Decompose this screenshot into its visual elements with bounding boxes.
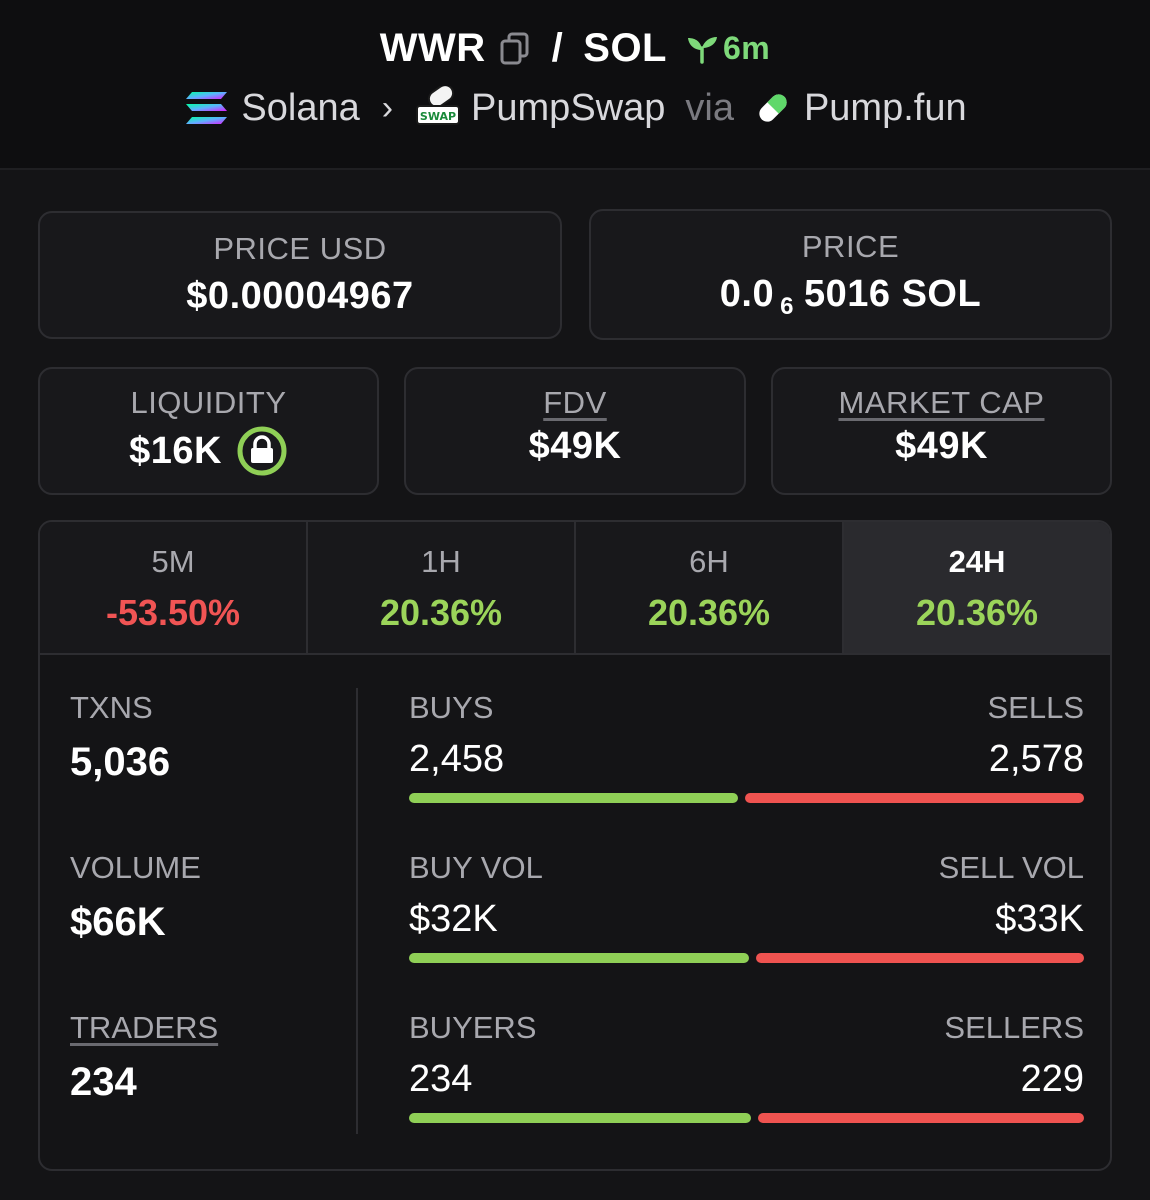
buys-sells-bar xyxy=(409,793,1084,803)
sell-bar xyxy=(757,1113,1084,1123)
token-symbol: WWR xyxy=(379,26,486,70)
sellers-value: 229 xyxy=(1020,1058,1084,1100)
market-cap-card[interactable]: MARKET CAP $49K xyxy=(771,367,1112,495)
fdv-label[interactable]: FDV xyxy=(543,385,607,420)
column-divider xyxy=(356,688,358,1134)
solana-logo xyxy=(186,92,228,124)
fdv-card[interactable]: FDV $49K xyxy=(404,367,746,495)
tab-change: 20.36% xyxy=(647,592,771,633)
tab-24h[interactable]: 24H 20.36% xyxy=(844,522,1110,653)
buys-label: BUYS xyxy=(409,690,494,725)
sells-value: 2,578 xyxy=(988,738,1084,780)
sell-vol-label: SELL VOL xyxy=(938,850,1084,885)
pair-values: 2,458 2,578 xyxy=(409,726,1084,781)
pair-header: WWR / SOL 6m xyxy=(0,0,1150,170)
volume-label: VOLUME xyxy=(70,850,201,885)
lock-icon[interactable] xyxy=(236,425,288,477)
sell-vol-value: $33K xyxy=(995,898,1084,940)
pumpswap-logo: SWAP xyxy=(416,86,461,125)
txns-stat: TXNS 5,036 xyxy=(70,690,330,850)
sells-label: SELLS xyxy=(987,690,1084,725)
txns-value: 5,036 xyxy=(70,740,171,784)
chevron-right-icon: › xyxy=(381,88,394,127)
pair-age-value: 6m xyxy=(723,30,771,66)
buy-bar xyxy=(409,953,750,963)
sell-bar xyxy=(756,953,1084,963)
buys-value: 2,458 xyxy=(409,738,505,780)
volume-bar xyxy=(409,953,1084,963)
pair-labels: BUYS SELLS xyxy=(409,690,1084,726)
tab-label: 1H xyxy=(421,544,461,579)
price-native-zero-count: 6 xyxy=(780,293,794,320)
fdv-value: $49K xyxy=(528,425,622,467)
sellers-label: SELLERS xyxy=(944,1010,1084,1045)
price-usd-card: PRICE USD $0.00004967 xyxy=(38,211,562,339)
tab-change: 20.36% xyxy=(379,592,503,633)
pair-title: WWR / SOL 6m xyxy=(0,26,1150,71)
market-cap-value: $49K xyxy=(895,425,988,467)
tab-change: 20.36% xyxy=(915,592,1039,633)
market-cap-label[interactable]: MARKET CAP xyxy=(838,385,1045,420)
buyers-sellers-pair: BUYERS SELLERS 234 229 xyxy=(409,1010,1084,1169)
breadcrumb-chain[interactable]: Solana xyxy=(241,86,360,129)
quote-symbol: SOL xyxy=(583,26,667,70)
price-native-label: PRICE xyxy=(801,229,900,264)
svg-text:SWAP: SWAP xyxy=(420,110,456,123)
traders-stat: TRADERS 234 xyxy=(70,1010,330,1169)
liquidity-label: LIQUIDITY xyxy=(130,385,287,420)
copy-icon[interactable] xyxy=(498,31,532,67)
pair-age: 6m xyxy=(685,30,770,67)
buy-vol-label: BUY VOL xyxy=(409,850,543,885)
breakdown-column: BUYS SELLS 2,458 2,578 BUY VOL SELL VOL … xyxy=(409,690,1084,1169)
stats-panel: 5M -53.50% 1H 20.36% 6H 20.36% 24H 20.36… xyxy=(38,520,1112,1171)
breadcrumb-launchpad[interactable]: Pump.fun xyxy=(803,86,967,129)
buy-bar xyxy=(409,1113,751,1123)
price-native-card: PRICE 0.0 6 5016 SOL xyxy=(589,209,1112,340)
traders-label[interactable]: TRADERS xyxy=(70,1010,219,1045)
tab-6h[interactable]: 6H 20.36% xyxy=(576,522,844,653)
tab-label: 5M xyxy=(151,544,195,579)
volume-value: $66K xyxy=(70,900,166,944)
price-usd-label: PRICE USD xyxy=(213,231,387,266)
buyers-value: 234 xyxy=(409,1058,473,1100)
buyers-label: BUYERS xyxy=(409,1010,537,1045)
liquidity-card: LIQUIDITY $16K xyxy=(38,367,379,495)
liquidity-value-row: $16K xyxy=(40,425,377,477)
pill-logo xyxy=(759,94,787,122)
price-native-value: 0.0 6 5016 SOL xyxy=(591,273,1110,320)
price-native-prefix: 0.0 xyxy=(719,273,775,315)
tab-label: 24H xyxy=(948,544,1006,579)
tab-change: -53.50% xyxy=(105,592,241,633)
totals-column: TXNS 5,036 VOLUME $66K TRADERS 234 xyxy=(70,690,330,1169)
price-native-digits: 5016 SOL xyxy=(803,273,982,315)
buys-sells-pair: BUYS SELLS 2,458 2,578 xyxy=(409,690,1084,850)
buy-bar xyxy=(409,793,739,803)
txns-label: TXNS xyxy=(70,690,153,725)
liquidity-value: $16K xyxy=(129,429,222,472)
sprout-icon xyxy=(688,36,717,64)
sell-bar xyxy=(745,793,1084,803)
tab-label: 6H xyxy=(689,544,729,579)
tab-1h[interactable]: 1H 20.36% xyxy=(308,522,576,653)
price-usd-value: $0.00004967 xyxy=(186,275,414,317)
breadcrumb-dex[interactable]: PumpSwap xyxy=(471,86,666,129)
pair-values: 234 229 xyxy=(409,1046,1084,1101)
breadcrumb-via: via xyxy=(685,86,734,129)
volume-pair: BUY VOL SELL VOL $32K $33K xyxy=(409,850,1084,1010)
volume-stat: VOLUME $66K xyxy=(70,850,330,1010)
pair-labels: BUYERS SELLERS xyxy=(409,1010,1084,1046)
timeframe-tabs: 5M -53.50% 1H 20.36% 6H 20.36% 24H 20.36… xyxy=(40,522,1110,655)
tab-5m[interactable]: 5M -53.50% xyxy=(40,522,308,653)
traders-value: 234 xyxy=(70,1060,137,1104)
buy-vol-value: $32K xyxy=(409,898,498,940)
pair-values: $32K $33K xyxy=(409,886,1084,941)
pair-separator: / xyxy=(551,26,564,70)
pair-labels: BUY VOL SELL VOL xyxy=(409,850,1084,886)
breadcrumb: Solana › SWAP PumpSwap via Pump.fun xyxy=(0,86,1150,130)
buyers-sellers-bar xyxy=(409,1113,1084,1123)
